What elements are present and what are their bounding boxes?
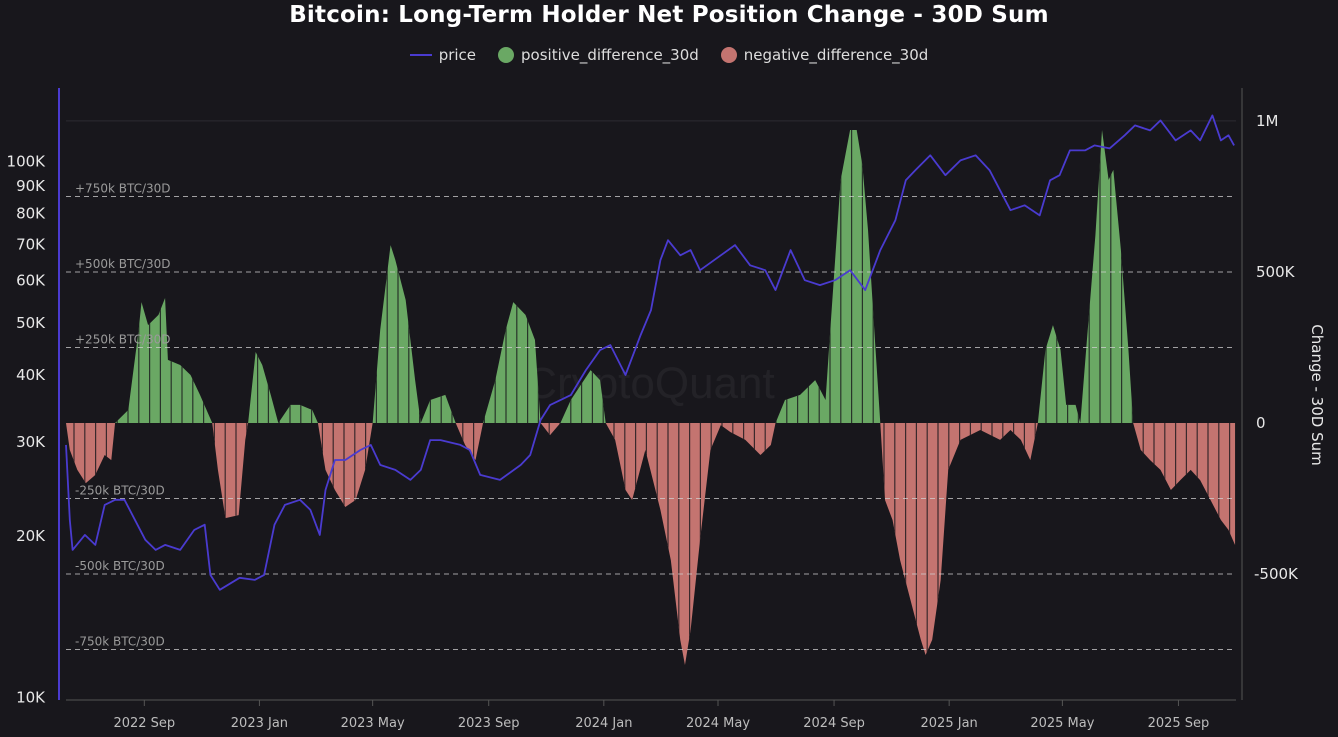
x-tick-label: 2023 Sep — [458, 716, 520, 731]
reference-line-label: -500k BTC/30D — [75, 559, 165, 573]
y-right-tick-label: -500K — [1254, 565, 1299, 583]
x-tick-label: 2024 May — [686, 716, 750, 731]
y-left-tick-label: 80K — [16, 204, 46, 222]
y-right-tick-label: 1M — [1256, 112, 1279, 130]
legend-item-price[interactable]: price — [409, 46, 477, 64]
circle-swatch-icon — [720, 47, 737, 63]
y-left-tick-label: 90K — [16, 177, 46, 195]
reference-line-label: -250k BTC/30D — [75, 484, 165, 498]
chart-title: Bitcoin: Long-Term Holder Net Position C… — [289, 2, 1049, 28]
x-tick-label: 2024 Jan — [575, 716, 632, 731]
positive-difference-bars — [66, 129, 1236, 423]
circle-swatch-icon — [498, 47, 515, 63]
y-left-tick-label: 40K — [16, 366, 46, 384]
legend-item-negative[interactable]: negative_difference_30d — [720, 46, 929, 64]
price-line — [65, 114, 1235, 591]
legend-item-positive[interactable]: positive_difference_30d — [498, 46, 699, 64]
legend: price positive_difference_30d negative_d… — [0, 46, 1338, 64]
y-left-tick-label: 50K — [16, 314, 46, 332]
reference-line-label: +750k BTC/30D — [75, 181, 171, 195]
y-left-tick-label: 30K — [16, 433, 46, 451]
x-tick-label: 2022 Sep — [113, 716, 175, 731]
negative-difference-bars — [66, 422, 1236, 665]
reference-line-label: -750k BTC/30D — [75, 635, 165, 649]
x-tick-label: 2025 Sep — [1148, 716, 1210, 731]
reference-line-label: +250k BTC/30D — [75, 332, 171, 346]
y-left-tick-label: 100K — [7, 152, 47, 170]
x-tick-label: 2023 May — [341, 716, 405, 731]
legend-label: positive_difference_30d — [521, 46, 699, 64]
y-left-tick-label: 70K — [16, 235, 46, 253]
reference-line-label: +500k BTC/30D — [75, 257, 171, 271]
y-right-tick-label: 500K — [1256, 263, 1296, 281]
x-tick-label: 2024 Sep — [803, 716, 865, 731]
y-right-axis-title: Change - 30D Sum — [1308, 324, 1326, 465]
line-swatch-icon — [409, 54, 432, 56]
y-right-tick-label: 0 — [1256, 414, 1266, 432]
legend-label: price — [438, 46, 477, 64]
y-left-tick-label: 60K — [16, 271, 46, 289]
y-left-tick-label: 10K — [16, 689, 46, 707]
x-tick-label: 2023 Jan — [231, 716, 288, 731]
x-tick-label: 2025 Jan — [921, 716, 978, 731]
watermark: CryptoQuant — [525, 359, 774, 408]
x-tick-label: 2025 May — [1030, 716, 1094, 731]
legend-label: negative_difference_30d — [743, 46, 929, 64]
y-left-tick-label: 20K — [16, 527, 46, 545]
